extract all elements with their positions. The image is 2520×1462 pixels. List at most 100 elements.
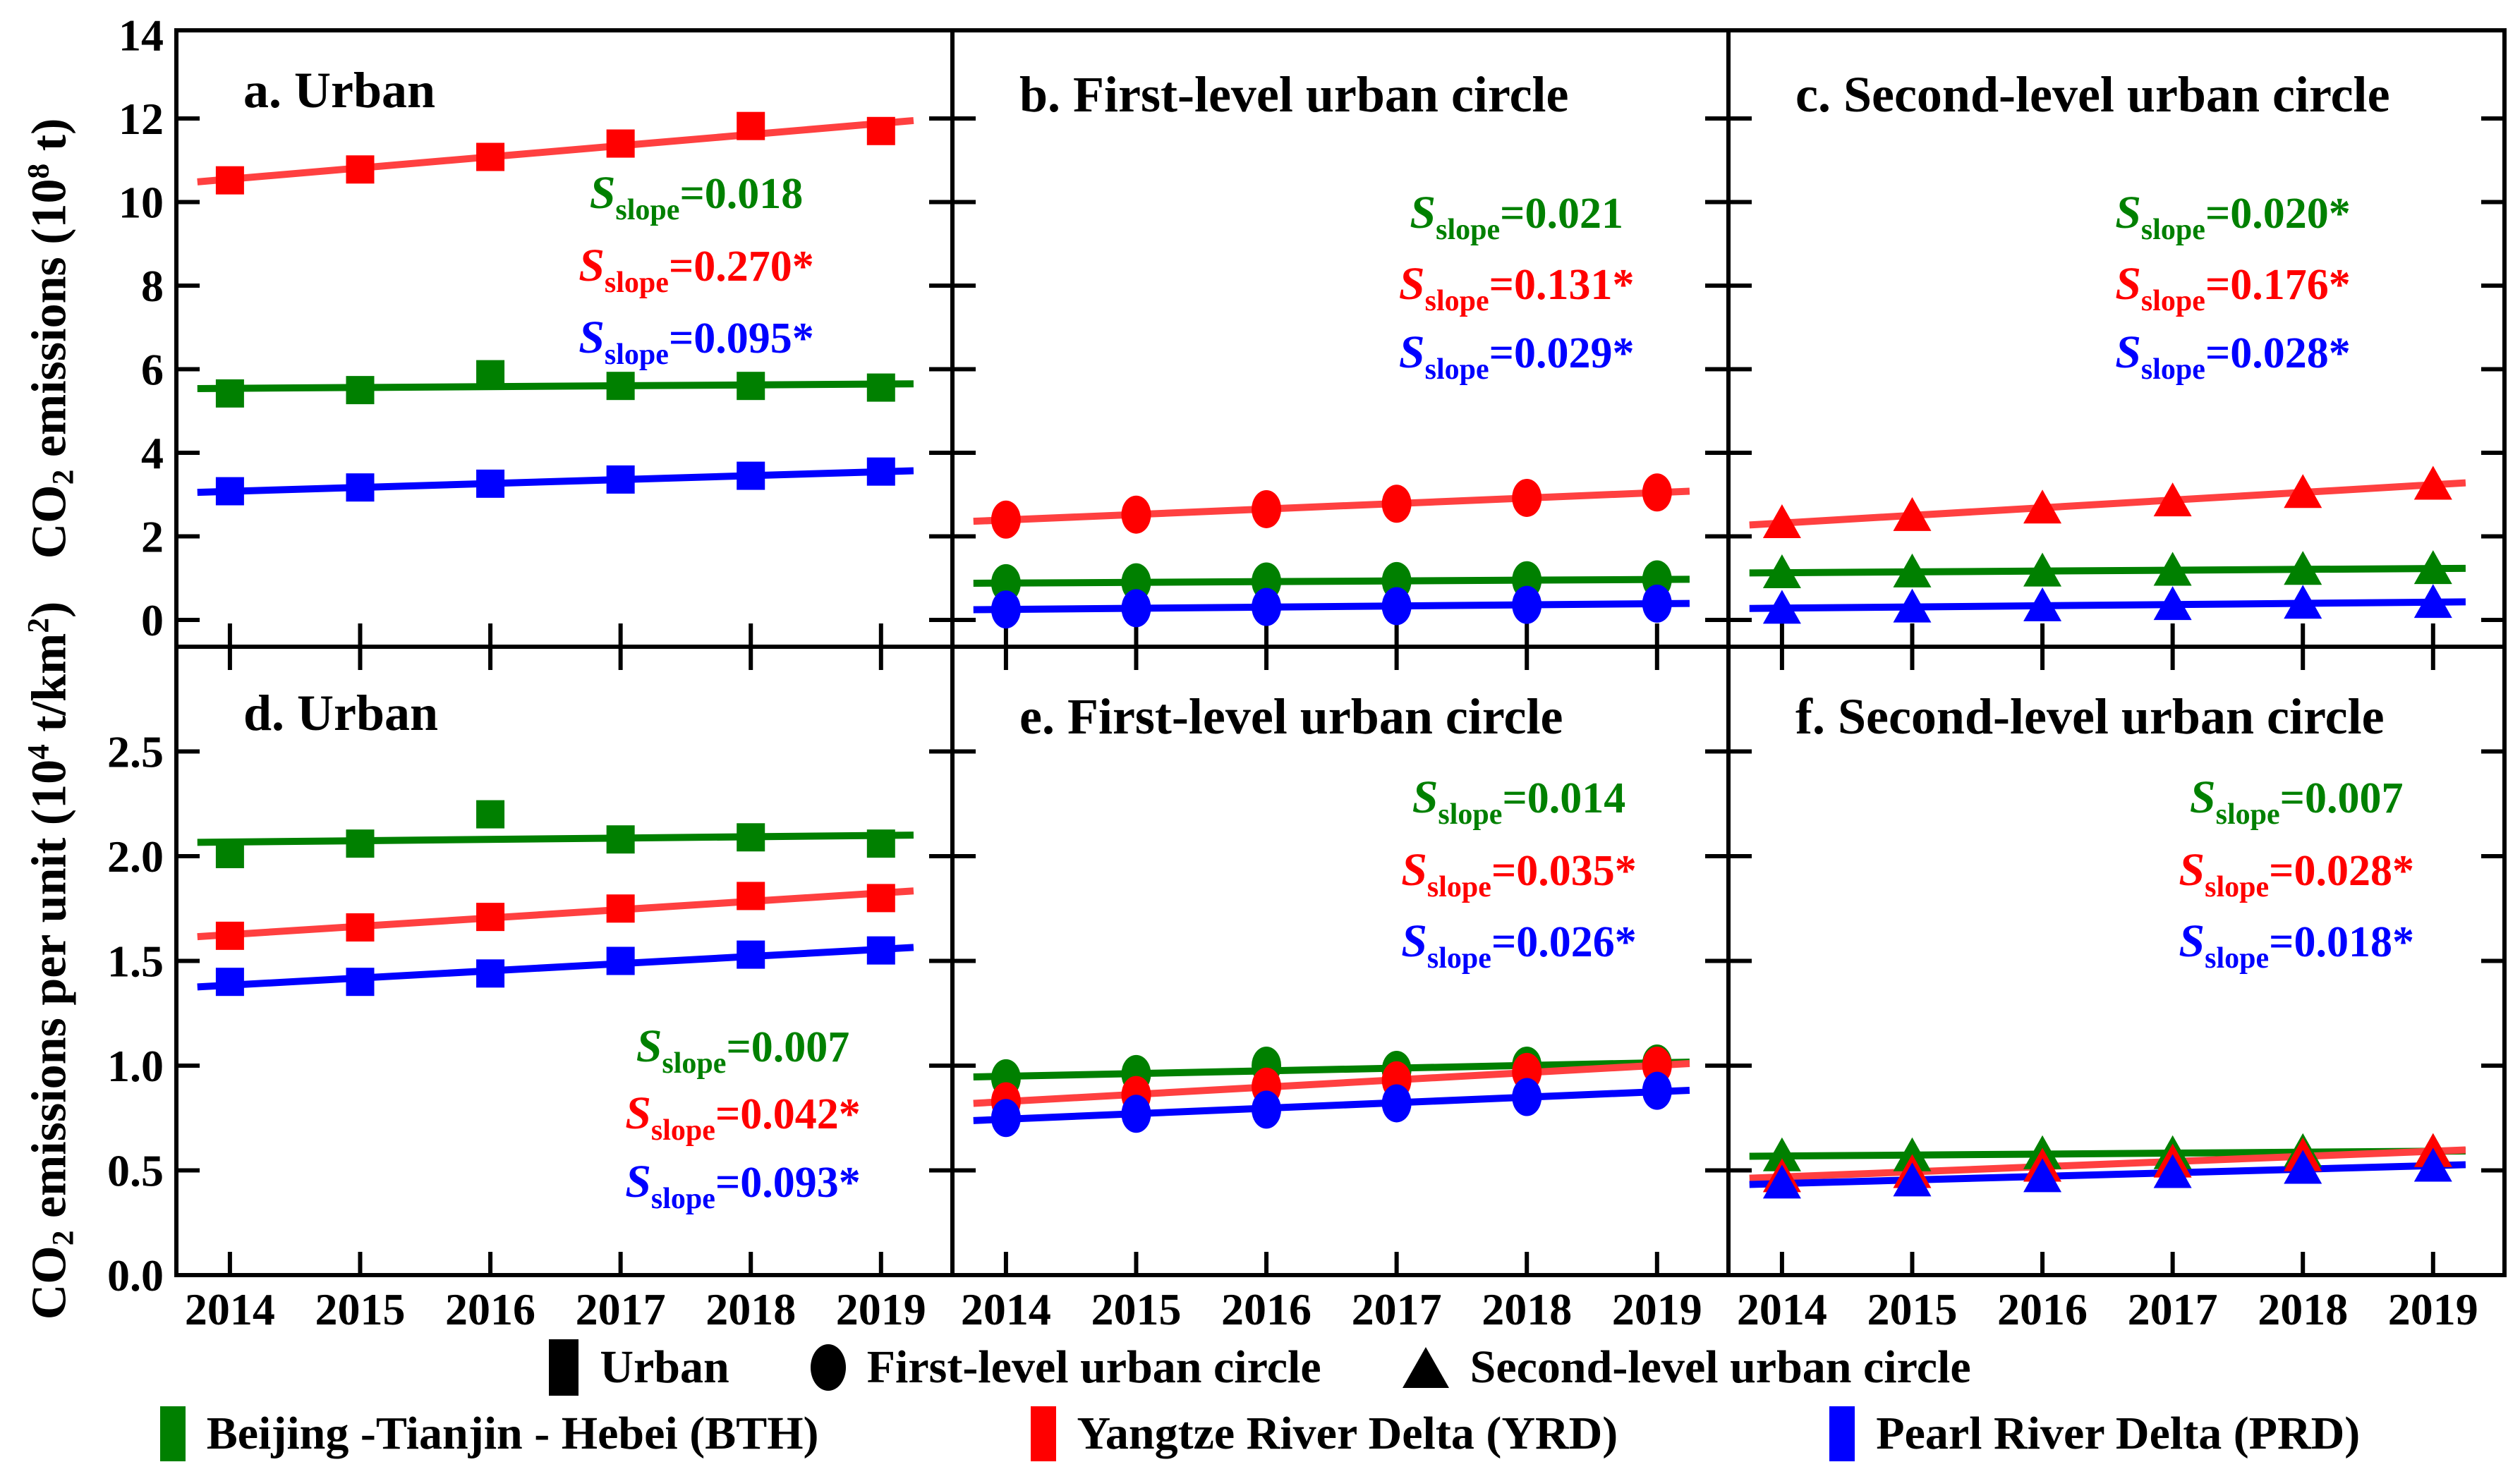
y-tick-label: 1.5 [107, 937, 164, 987]
series-marker-square [346, 376, 375, 405]
x-tick-label-year: 2014 [1737, 1284, 1827, 1334]
panel-title-b: b. First-level urban circle [1019, 66, 1569, 123]
y-tick-label: 0 [141, 595, 164, 645]
series-marker-square [476, 469, 505, 498]
trend-line-bth [197, 380, 914, 392]
series-marker-triangle [1762, 554, 1801, 589]
slope-annotation-c-bth: Sslope=0.020* [2115, 187, 2351, 246]
trend-line-prd [197, 944, 914, 991]
slope-annotation-e-yrd: Sslope=0.035* [1401, 844, 1637, 903]
legend-label-second-level: Second-level urban circle [1470, 1341, 1971, 1393]
x-tick-label-year: 2015 [315, 1284, 405, 1334]
trend-line-bth [973, 575, 1690, 587]
y-tick-label: 12 [119, 94, 164, 144]
series-marker-square [346, 829, 375, 858]
series-marker-square [476, 142, 505, 171]
series-marker-square [737, 111, 765, 140]
y-tick-label: 2.0 [107, 831, 164, 882]
yrd-marker-icon [1030, 1406, 1056, 1461]
legend-item-first-level: First-level urban circle [810, 1341, 1321, 1394]
panel-title-c: c. Second-level urban circle [1795, 66, 2390, 123]
trend-line-yrd [973, 487, 1690, 525]
trend-line-yrd [197, 887, 914, 941]
series-marker-triangle [1893, 497, 1932, 531]
x-tick-label-year: 2018 [705, 1284, 796, 1334]
bth-marker-icon [159, 1406, 186, 1461]
panel-e: e. First-level urban circle Sslope=0.014 S… [950, 645, 1731, 1334]
series-marker-square [215, 166, 244, 195]
trend-line-yrd [1749, 1146, 2466, 1182]
series-marker-circle [991, 564, 1021, 602]
series-marker-circle [1381, 485, 1412, 523]
legend-label-first-level: First-level urban circle [866, 1341, 1321, 1393]
series-marker-circle [991, 500, 1021, 539]
series-marker-square [215, 921, 244, 950]
y-axis-title-bottom: CO2 emissions per unit (104 t/km2) [21, 601, 80, 1320]
legend-marker-row: Urban First-level urban circle Second-le… [0, 1335, 2520, 1400]
series-marker-circle [991, 1099, 1021, 1138]
panel-title-f: f. Second-level urban circle [1795, 688, 2385, 745]
y-tick-label: 14 [119, 11, 164, 61]
series-marker-square [346, 968, 375, 997]
series-marker-circle [991, 590, 1021, 629]
series-marker-circle [1121, 589, 1151, 628]
slope-annotation-c-yrd: Sslope=0.176* [2115, 258, 2351, 317]
panel-f-frame [1726, 645, 2507, 1277]
x-tick-label-year: 2017 [1352, 1284, 1442, 1334]
slope-annotation-b-bth: Sslope=0.021 [1410, 187, 1623, 246]
y-axis-title-top: CO2 emissions (108 t) [21, 118, 80, 559]
slope-annotation-d-bth: Sslope=0.007 [636, 1021, 850, 1080]
slope-annotation-e-bth: Sslope=0.014 [1412, 772, 1626, 831]
series-marker-triangle [2284, 551, 2322, 585]
trend-line-prd [1749, 1161, 2466, 1188]
x-tick-label-year: 2015 [1091, 1284, 1181, 1334]
y-tick-label: 6 [141, 345, 164, 395]
series-marker-square [606, 465, 635, 494]
slope-annotation-a-bth: Sslope=0.018 [590, 167, 804, 226]
slope-annotation-f-bth: Sslope=0.007 [2190, 772, 2404, 831]
series-marker-square [215, 477, 244, 506]
panel-f: f. Second-level urban circle Sslope=0.007… [1726, 645, 2507, 1334]
y-tick-label: 2.5 [107, 727, 164, 777]
series-marker-triangle [2023, 552, 2062, 587]
legend-item-prd: Pearl River Delta (PRD) [1829, 1406, 2360, 1461]
y-tick-label: 0.0 [107, 1250, 164, 1300]
series-marker-square [215, 379, 244, 408]
series-marker-square [606, 129, 635, 158]
series-marker-triangle [1893, 1162, 1932, 1197]
trend-line-yrd [197, 116, 914, 185]
series-marker-triangle [2284, 474, 2322, 508]
series-marker-square [606, 894, 635, 923]
series-marker-triangle [2284, 585, 2322, 619]
circle-marker-icon [810, 1344, 846, 1391]
panel-d: d. Urban Sslope=0.007 Sslope=0.042* Sslope=… [107, 645, 955, 1334]
series-marker-square [737, 372, 765, 401]
series-marker-square [476, 959, 505, 988]
series-marker-triangle [2023, 489, 2062, 524]
series-marker-triangle [2153, 552, 2192, 586]
series-marker-circle [1512, 585, 1542, 624]
slope-annotation-b-prd: Sslope=0.029* [1399, 327, 1635, 386]
series-marker-square [346, 155, 375, 184]
series-marker-triangle [1893, 588, 1932, 623]
series-marker-square [866, 884, 895, 913]
series-marker-square [346, 913, 375, 942]
series-marker-triangle [2153, 1154, 2192, 1188]
slope-annotation-a-yrd: Sslope=0.270* [578, 240, 814, 299]
y-tick-label: 4 [141, 428, 164, 478]
legend-item-bth: Beijing -Tianjin - Hebei (BTH) [159, 1406, 819, 1461]
series-marker-circle [1642, 584, 1672, 623]
series-marker-circle [1252, 587, 1282, 626]
series-marker-triangle [1762, 504, 1801, 538]
legend-item-yrd: Yangtze River Delta (YRD) [1030, 1406, 1618, 1461]
x-tick-label-year: 2016 [1221, 1284, 1312, 1334]
y-tick-label: 10 [119, 178, 164, 228]
legend-label-urban: Urban [600, 1341, 729, 1393]
series-marker-triangle [2413, 584, 2452, 619]
series-marker-circle [1252, 1090, 1282, 1129]
series-marker-circle [1512, 1078, 1542, 1116]
y-tick-label: 8 [141, 261, 164, 311]
series-marker-square [606, 372, 635, 401]
panel-c: c. Second-level urban circle Sslope=0.020… [1726, 28, 2507, 649]
